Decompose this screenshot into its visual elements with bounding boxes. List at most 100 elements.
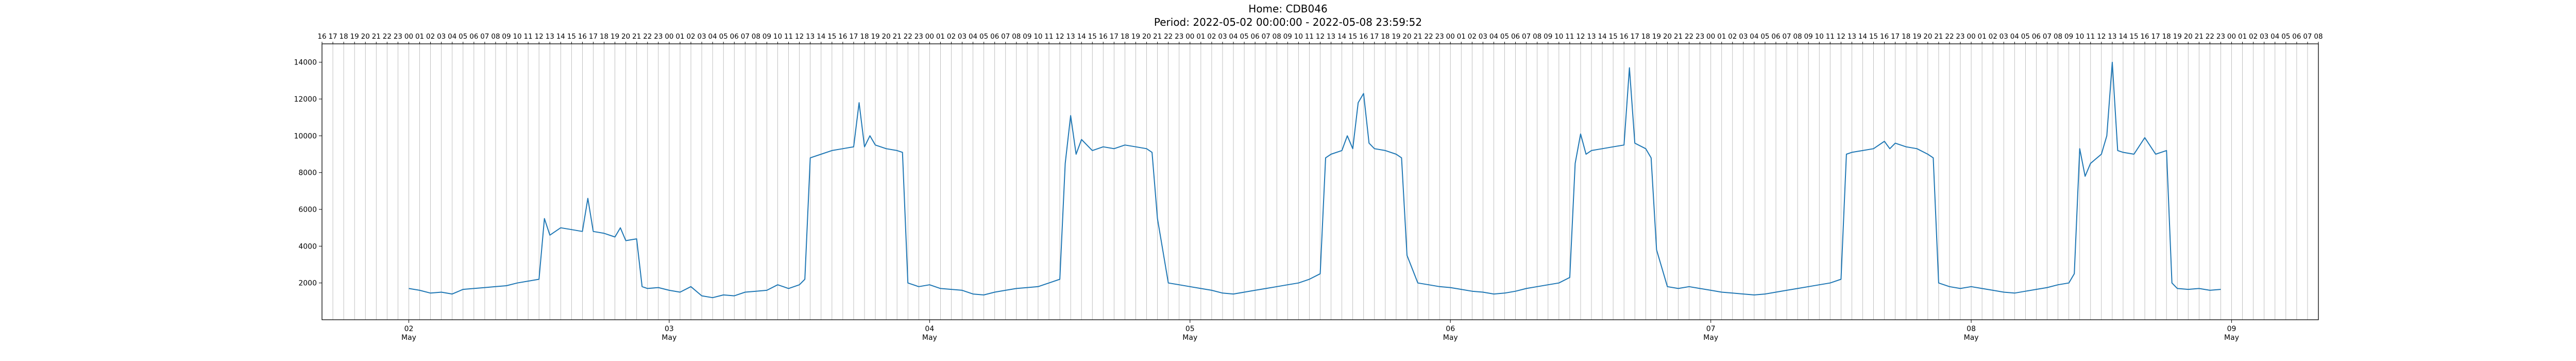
top-tick-label: 20 <box>361 32 370 41</box>
top-tick-label: 06 <box>469 32 478 41</box>
x-tick-label-month: May <box>2224 334 2239 342</box>
top-tick-label: 23 <box>1956 32 1964 41</box>
top-tick-label: 19 <box>871 32 879 41</box>
top-tick-label: 14 <box>556 32 565 41</box>
top-tick-label: 06 <box>1251 32 1260 41</box>
top-tick-label: 09 <box>762 32 771 41</box>
top-tick-label: 05 <box>979 32 988 41</box>
top-tick-label: 07 <box>480 32 489 41</box>
top-tick-label: 14 <box>1077 32 1086 41</box>
top-tick-label: 08 <box>2314 32 2323 41</box>
x-tick-label-day: 07 <box>1706 325 1716 333</box>
top-tick-label: 07 <box>1782 32 1791 41</box>
top-tick-label: 06 <box>2032 32 2041 41</box>
top-tick-label: 16 <box>838 32 847 41</box>
top-tick-label: 05 <box>2021 32 2030 41</box>
top-tick-label: 13 <box>2108 32 2116 41</box>
top-tick-label: 02 <box>1989 32 1997 41</box>
top-tick-label: 10 <box>1815 32 1824 41</box>
top-tick-label: 00 <box>1967 32 1975 41</box>
y-tick-label: 2000 <box>298 280 317 288</box>
top-tick-label: 03 <box>1999 32 2008 41</box>
top-tick-label: 05 <box>1240 32 1248 41</box>
top-tick-label: 14 <box>1858 32 1867 41</box>
top-tick-label: 23 <box>1175 32 1183 41</box>
top-tick-label: 10 <box>773 32 782 41</box>
top-tick-label: 21 <box>1674 32 1683 41</box>
top-tick-label: 00 <box>1446 32 1455 41</box>
top-tick-label: 17 <box>328 32 337 41</box>
top-tick-label: 21 <box>1153 32 1162 41</box>
top-tick-label: 15 <box>1609 32 1618 41</box>
top-tick-label: 01 <box>1717 32 1726 41</box>
top-tick-label: 01 <box>2238 32 2247 41</box>
top-tick-label: 14 <box>2119 32 2127 41</box>
top-tick-label: 23 <box>394 32 402 41</box>
top-tick-label: 17 <box>589 32 598 41</box>
top-tick-label: 22 <box>904 32 912 41</box>
top-tick-label: 22 <box>1164 32 1173 41</box>
y-tick-label: 6000 <box>298 206 317 214</box>
top-tick-label: 16 <box>578 32 587 41</box>
y-tick-label: 14000 <box>294 59 317 67</box>
top-tick-label: 04 <box>708 32 717 41</box>
chart-title: Home: CDB046 <box>1248 3 1327 15</box>
top-tick-label: 21 <box>632 32 641 41</box>
top-tick-label: 19 <box>350 32 359 41</box>
top-tick-label: 19 <box>1652 32 1661 41</box>
top-tick-label: 08 <box>2054 32 2062 41</box>
top-tick-label: 11 <box>2086 32 2095 41</box>
top-tick-label: 09 <box>502 32 511 41</box>
x-tick-label-month: May <box>1703 334 1718 342</box>
top-tick-label: 16 <box>1359 32 1368 41</box>
series-layer <box>409 61 2221 299</box>
x-tick-label-day: 06 <box>1446 325 1455 333</box>
top-tick-label: 16 <box>317 32 326 41</box>
top-tick-label: 21 <box>1934 32 1943 41</box>
top-tick-label: 04 <box>1229 32 1238 41</box>
top-tick-label: 21 <box>893 32 902 41</box>
top-tick-label: 09 <box>1023 32 1031 41</box>
top-tick-label: 14 <box>1337 32 1346 41</box>
top-tick-label: 07 <box>2043 32 2052 41</box>
top-tick-label: 03 <box>697 32 706 41</box>
top-tick-label: 18 <box>1902 32 1910 41</box>
top-tick-label: 13 <box>1587 32 1596 41</box>
top-tick-label: 10 <box>513 32 521 41</box>
top-tick-label: 05 <box>2281 32 2290 41</box>
top-tick-label: 20 <box>621 32 630 41</box>
top-tick-label: 07 <box>1001 32 1010 41</box>
top-x-axis: 16 17 18 19 20 21 22 23 00 01 02 03 04 05 06 07 08 09 10 11… <box>317 32 2323 44</box>
top-tick-label: 05 <box>719 32 728 41</box>
top-tick-label: 08 <box>1793 32 1802 41</box>
top-tick-label: 13 <box>1066 32 1075 41</box>
top-tick-label: 23 <box>2216 32 2225 41</box>
y-axis: 2000 4000 6000 8000 10000 12000 14000 <box>294 59 322 288</box>
y-tick-label: 4000 <box>298 242 317 251</box>
top-tick-label: 12 <box>1316 32 1325 41</box>
top-tick-label: 23 <box>654 32 663 41</box>
top-tick-label: 12 <box>1837 32 1845 41</box>
x-tick-label-day: 02 <box>404 325 414 333</box>
top-tick-label: 08 <box>1273 32 1281 41</box>
top-tick-label: 02 <box>947 32 956 41</box>
top-tick-label: 17 <box>1891 32 1900 41</box>
top-tick-label: 12 <box>795 32 804 41</box>
top-tick-label: 17 <box>849 32 858 41</box>
top-tick-label: 23 <box>914 32 923 41</box>
top-tick-label: 18 <box>1641 32 1650 41</box>
top-tick-label: 05 <box>1760 32 1769 41</box>
top-tick-label: 02 <box>686 32 695 41</box>
top-tick-label: 00 <box>1706 32 1715 41</box>
top-tick-label: 03 <box>2260 32 2268 41</box>
top-tick-label: 17 <box>1370 32 1379 41</box>
top-tick-label: 07 <box>741 32 750 41</box>
top-tick-label: 03 <box>1739 32 1748 41</box>
x-tick-label-month: May <box>1964 334 1979 342</box>
top-tick-label: 15 <box>567 32 576 41</box>
top-tick-label: 17 <box>2151 32 2160 41</box>
top-tick-label: 06 <box>990 32 999 41</box>
top-tick-label: 20 <box>1142 32 1151 41</box>
top-tick-label: 20 <box>1663 32 1672 41</box>
